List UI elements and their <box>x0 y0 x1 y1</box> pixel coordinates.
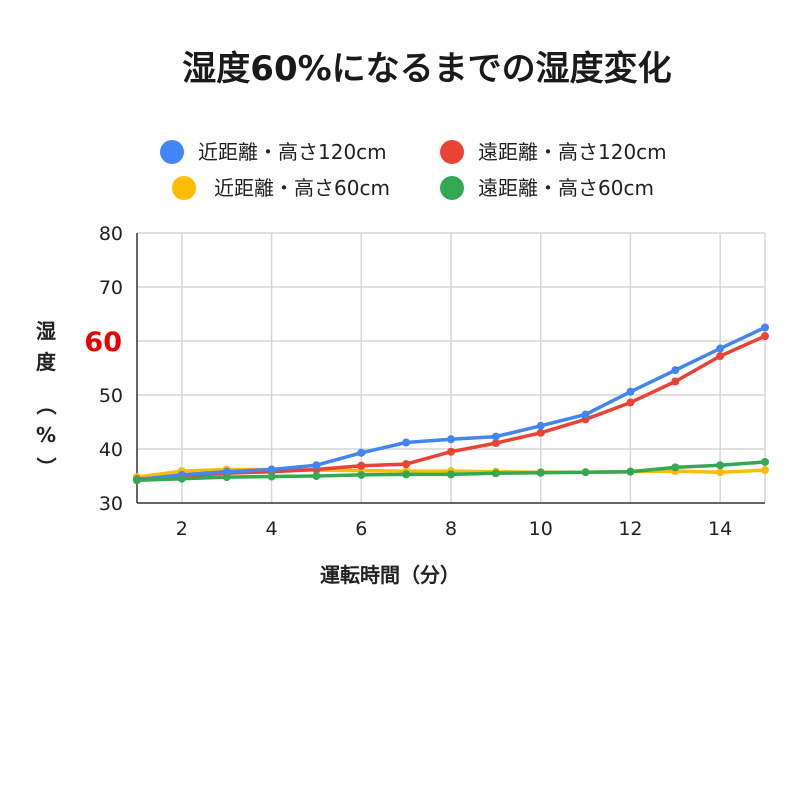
legend-marker <box>440 140 464 164</box>
data-point <box>671 366 680 375</box>
y-axis-title-char: （ <box>34 395 58 415</box>
data-point <box>312 461 321 470</box>
y-tick-label: 80 <box>99 223 123 245</box>
legend-marker <box>440 176 464 200</box>
y-axis-title-char: % <box>36 423 56 447</box>
data-point <box>267 465 276 474</box>
legend-label: 遠距離・高さ120cm <box>478 140 667 164</box>
x-tick-labels: 2 4 6 8 10 12 14 <box>176 518 732 540</box>
x-axis-title: 運転時間（分） <box>320 563 460 587</box>
y-tick-label: 70 <box>99 277 123 299</box>
data-point <box>626 387 635 396</box>
data-point <box>357 448 366 457</box>
data-point <box>447 447 455 456</box>
y-tick-label: 40 <box>99 439 123 461</box>
data-point <box>222 473 231 482</box>
y-axis-title: 湿度 （% ） <box>34 319 58 477</box>
x-tick-label: 14 <box>708 518 732 540</box>
y-axis-title-char: ） <box>34 457 58 477</box>
data-point <box>716 468 725 477</box>
data-point <box>626 398 635 407</box>
y-tick-label-highlight: 60 <box>84 327 122 358</box>
data-point <box>133 476 141 485</box>
x-tick-label: 4 <box>266 518 278 540</box>
data-point <box>536 468 545 477</box>
y-axis-title-char: 度 <box>36 350 57 374</box>
x-tick-label: 12 <box>618 518 642 540</box>
data-point <box>491 439 500 448</box>
x-tick-label: 8 <box>445 518 457 540</box>
chart-title: 湿度60%になるまでの湿度変化 <box>182 49 671 89</box>
data-point <box>716 344 725 353</box>
legend-marker <box>172 176 196 200</box>
y-tick-labels: 30 40 50 60 70 80 <box>84 223 123 515</box>
data-point <box>357 470 366 479</box>
data-point <box>402 438 411 447</box>
legend-label: 近距離・高さ120cm <box>198 140 387 164</box>
data-point <box>761 332 769 341</box>
axes <box>136 233 765 504</box>
y-tick-label: 50 <box>99 385 123 407</box>
data-point <box>761 323 769 332</box>
data-point <box>536 421 545 430</box>
data-point <box>761 466 769 475</box>
legend-label: 近距離・高さ60cm <box>214 176 390 200</box>
data-point <box>312 472 321 480</box>
data-point <box>402 460 411 469</box>
data-point <box>267 472 276 481</box>
y-axis-title-char: 湿 <box>36 319 56 343</box>
data-point <box>761 457 769 466</box>
y-tick-label: 30 <box>99 493 123 515</box>
data-point <box>447 435 455 444</box>
data-point <box>491 432 500 441</box>
data-point <box>716 352 725 361</box>
data-point <box>716 461 725 470</box>
data-point <box>447 470 455 479</box>
gridlines <box>137 232 766 503</box>
data-point <box>581 468 590 477</box>
data-point <box>536 428 545 437</box>
data-point <box>671 377 680 386</box>
data-point <box>357 461 366 470</box>
data-point <box>402 470 411 479</box>
data-point <box>626 467 635 476</box>
data-point <box>671 463 680 472</box>
x-tick-label: 6 <box>355 518 367 540</box>
series-lines <box>133 323 769 485</box>
data-point <box>491 469 500 478</box>
legend-label: 遠距離・高さ60cm <box>478 176 654 200</box>
data-point <box>177 474 186 483</box>
legend: 近距離・高さ120cm 遠距離・高さ120cm 近距離・高さ60cm 遠距離・高さ60… <box>160 140 667 200</box>
x-tick-label: 2 <box>176 518 188 540</box>
x-tick-label: 10 <box>529 518 553 540</box>
legend-marker <box>160 140 184 164</box>
data-point <box>581 410 590 419</box>
